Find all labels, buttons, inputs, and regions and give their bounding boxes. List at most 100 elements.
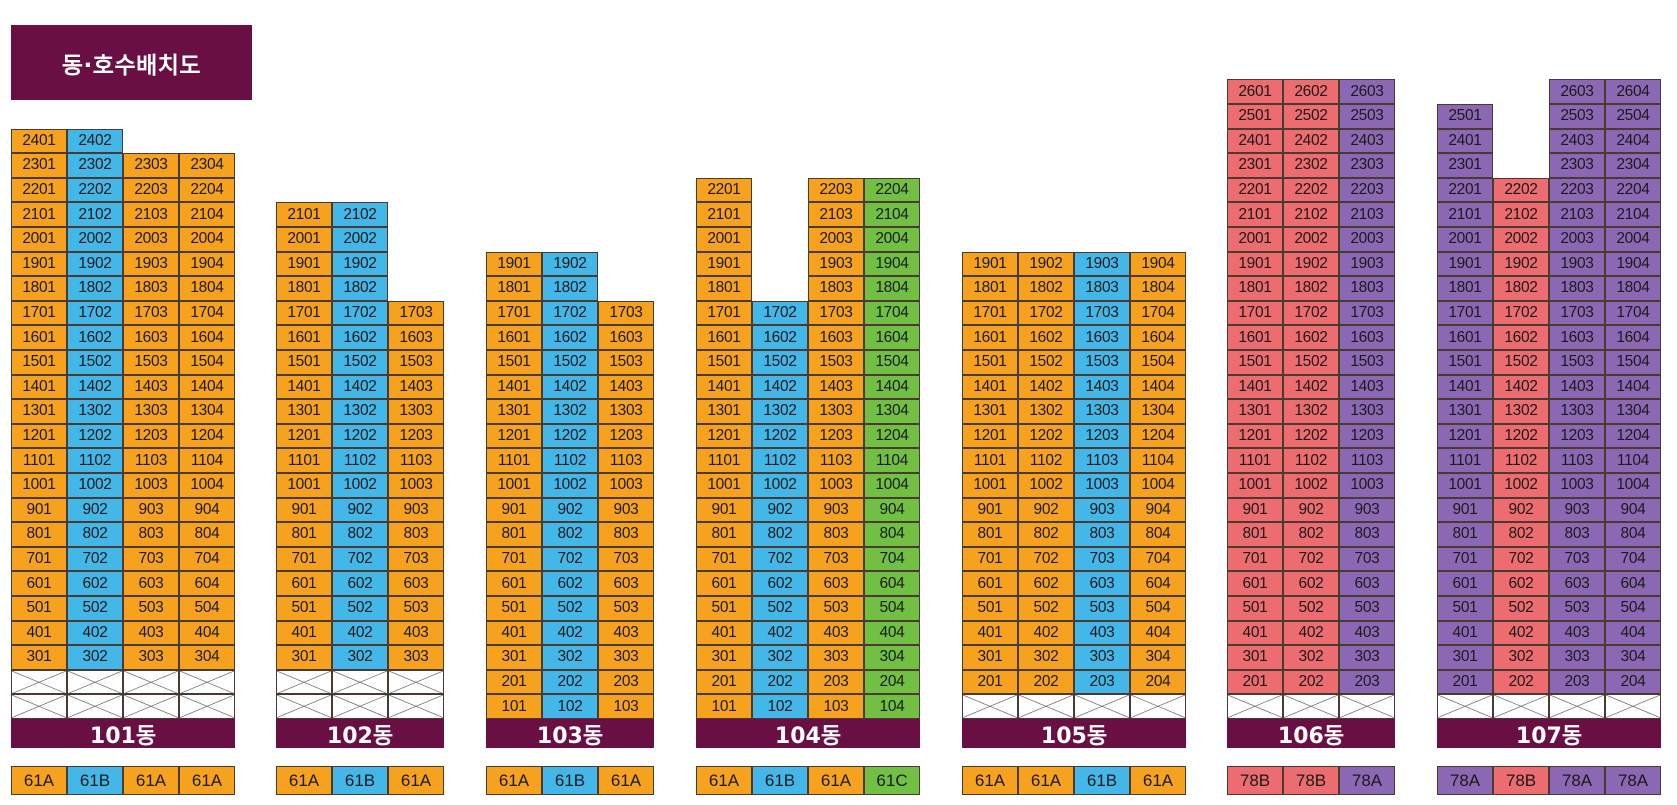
- empty-unit: [123, 669, 179, 695]
- unit-cell: 304: [179, 645, 235, 670]
- unit-cell: 2001: [11, 227, 67, 252]
- unit-cell: 1202: [1493, 423, 1549, 449]
- unit-type: 61A: [808, 766, 864, 795]
- unit-cell: 1603: [123, 325, 179, 350]
- unit-cell: 202: [1493, 669, 1549, 695]
- empty-unit: [67, 694, 123, 719]
- unit-cell: 602: [67, 571, 123, 596]
- unit-cell: 1303: [598, 399, 654, 424]
- unit-cell: 1201: [1227, 423, 1283, 449]
- empty-unit: [67, 669, 123, 695]
- unit-cell: 1402: [752, 374, 808, 400]
- unit-cell: 803: [123, 522, 179, 547]
- unit-type: 78B: [1493, 766, 1549, 795]
- unit-cell: 303: [1074, 645, 1130, 670]
- unit-cell: 703: [598, 546, 654, 572]
- unit-cell: 1004: [1130, 473, 1186, 498]
- unit-cell: 402: [1018, 620, 1074, 646]
- unit-type: 61B: [542, 766, 598, 795]
- unit-cell: 603: [123, 571, 179, 596]
- unit-cell: 1802: [1493, 276, 1549, 301]
- unit-cell: 201: [1227, 669, 1283, 695]
- unit-cell: 803: [1549, 522, 1605, 547]
- unit-cell: 1901: [696, 251, 752, 277]
- unit-cell: 703: [1074, 546, 1130, 572]
- unit-cell: 1602: [67, 325, 123, 350]
- unit-cell: 2503: [1549, 104, 1605, 129]
- unit-cell: 2203: [808, 177, 864, 203]
- unit-cell: 1301: [11, 399, 67, 424]
- unit-cell: 1204: [179, 423, 235, 449]
- unit-cell: 2304: [179, 153, 235, 178]
- unit-cell: 1204: [864, 423, 920, 449]
- unit-cell: 1301: [1227, 399, 1283, 424]
- unit-type: 61B: [1074, 766, 1130, 795]
- unit-cell: 1302: [1283, 399, 1339, 424]
- unit-cell: 2302: [67, 153, 123, 178]
- unit-cell: 701: [962, 546, 1018, 572]
- unit-cell: 2301: [1437, 153, 1493, 178]
- unit-cell: 504: [179, 596, 235, 621]
- unit-cell: 804: [864, 522, 920, 547]
- unit-type: 61A: [276, 766, 332, 795]
- unit-cell: 1702: [542, 300, 598, 326]
- unit-cell: 1203: [1549, 423, 1605, 449]
- unit-cell: 501: [1437, 596, 1493, 621]
- unit-type: 78A: [1339, 766, 1395, 795]
- unit-cell: 1302: [332, 399, 388, 424]
- unit-cell: 302: [1283, 645, 1339, 670]
- unit-cell: 702: [1018, 546, 1074, 572]
- unit-cell: 2003: [1339, 227, 1395, 252]
- unit-cell: 1504: [179, 350, 235, 375]
- unit-cell: 2101: [11, 202, 67, 227]
- unit-cell: 1202: [67, 423, 123, 449]
- unit-type: 61A: [696, 766, 752, 795]
- unit-cell: 1701: [1437, 300, 1493, 326]
- unit-cell: 1603: [1549, 325, 1605, 350]
- unit-cell: 1401: [1227, 374, 1283, 400]
- unit-type: 78A: [1437, 766, 1493, 795]
- unit-cell: 1701: [962, 300, 1018, 326]
- unit-type: 61A: [11, 766, 67, 795]
- empty-unit: [276, 694, 332, 719]
- unit-cell: 1903: [808, 251, 864, 277]
- unit-cell: 703: [1339, 546, 1395, 572]
- empty-unit: [1605, 694, 1661, 719]
- unit-cell: 701: [1437, 546, 1493, 572]
- unit-cell: 402: [1493, 620, 1549, 646]
- unit-cell: 301: [1227, 645, 1283, 670]
- unit-cell: 902: [332, 497, 388, 523]
- unit-cell: 1703: [1074, 300, 1130, 326]
- unit-cell: 903: [388, 497, 444, 523]
- unit-cell: 602: [752, 571, 808, 596]
- unit-cell: 1303: [808, 399, 864, 424]
- unit-cell: 2601: [1227, 79, 1283, 104]
- unit-cell: 1304: [1130, 399, 1186, 424]
- unit-cell: 1001: [1437, 473, 1493, 498]
- unit-cell: 1801: [11, 276, 67, 301]
- unit-cell: 1403: [123, 374, 179, 400]
- unit-cell: 802: [1493, 522, 1549, 547]
- unit-cell: 304: [1605, 645, 1661, 670]
- unit-cell: 804: [1605, 522, 1661, 547]
- unit-cell: 2101: [1227, 202, 1283, 227]
- unit-cell: 1802: [1018, 276, 1074, 301]
- unit-cell: 1301: [1437, 399, 1493, 424]
- unit-cell: 1903: [123, 251, 179, 277]
- unit-cell: 602: [542, 571, 598, 596]
- unit-cell: 2503: [1339, 104, 1395, 129]
- unit-cell: 304: [1130, 645, 1186, 670]
- unit-cell: 902: [1493, 497, 1549, 523]
- unit-cell: 1503: [1549, 350, 1605, 375]
- unit-type: 61A: [123, 766, 179, 795]
- unit-cell: 401: [276, 620, 332, 646]
- unit-cell: 402: [332, 620, 388, 646]
- building-label: 106동: [1227, 719, 1395, 749]
- unit-type: 61A: [179, 766, 235, 795]
- unit-cell: 1401: [486, 374, 542, 400]
- unit-cell: 1601: [696, 325, 752, 350]
- unit-cell: 101: [486, 694, 542, 719]
- empty-unit: [332, 669, 388, 695]
- unit-cell: 1702: [332, 300, 388, 326]
- unit-cell: 2603: [1339, 79, 1395, 104]
